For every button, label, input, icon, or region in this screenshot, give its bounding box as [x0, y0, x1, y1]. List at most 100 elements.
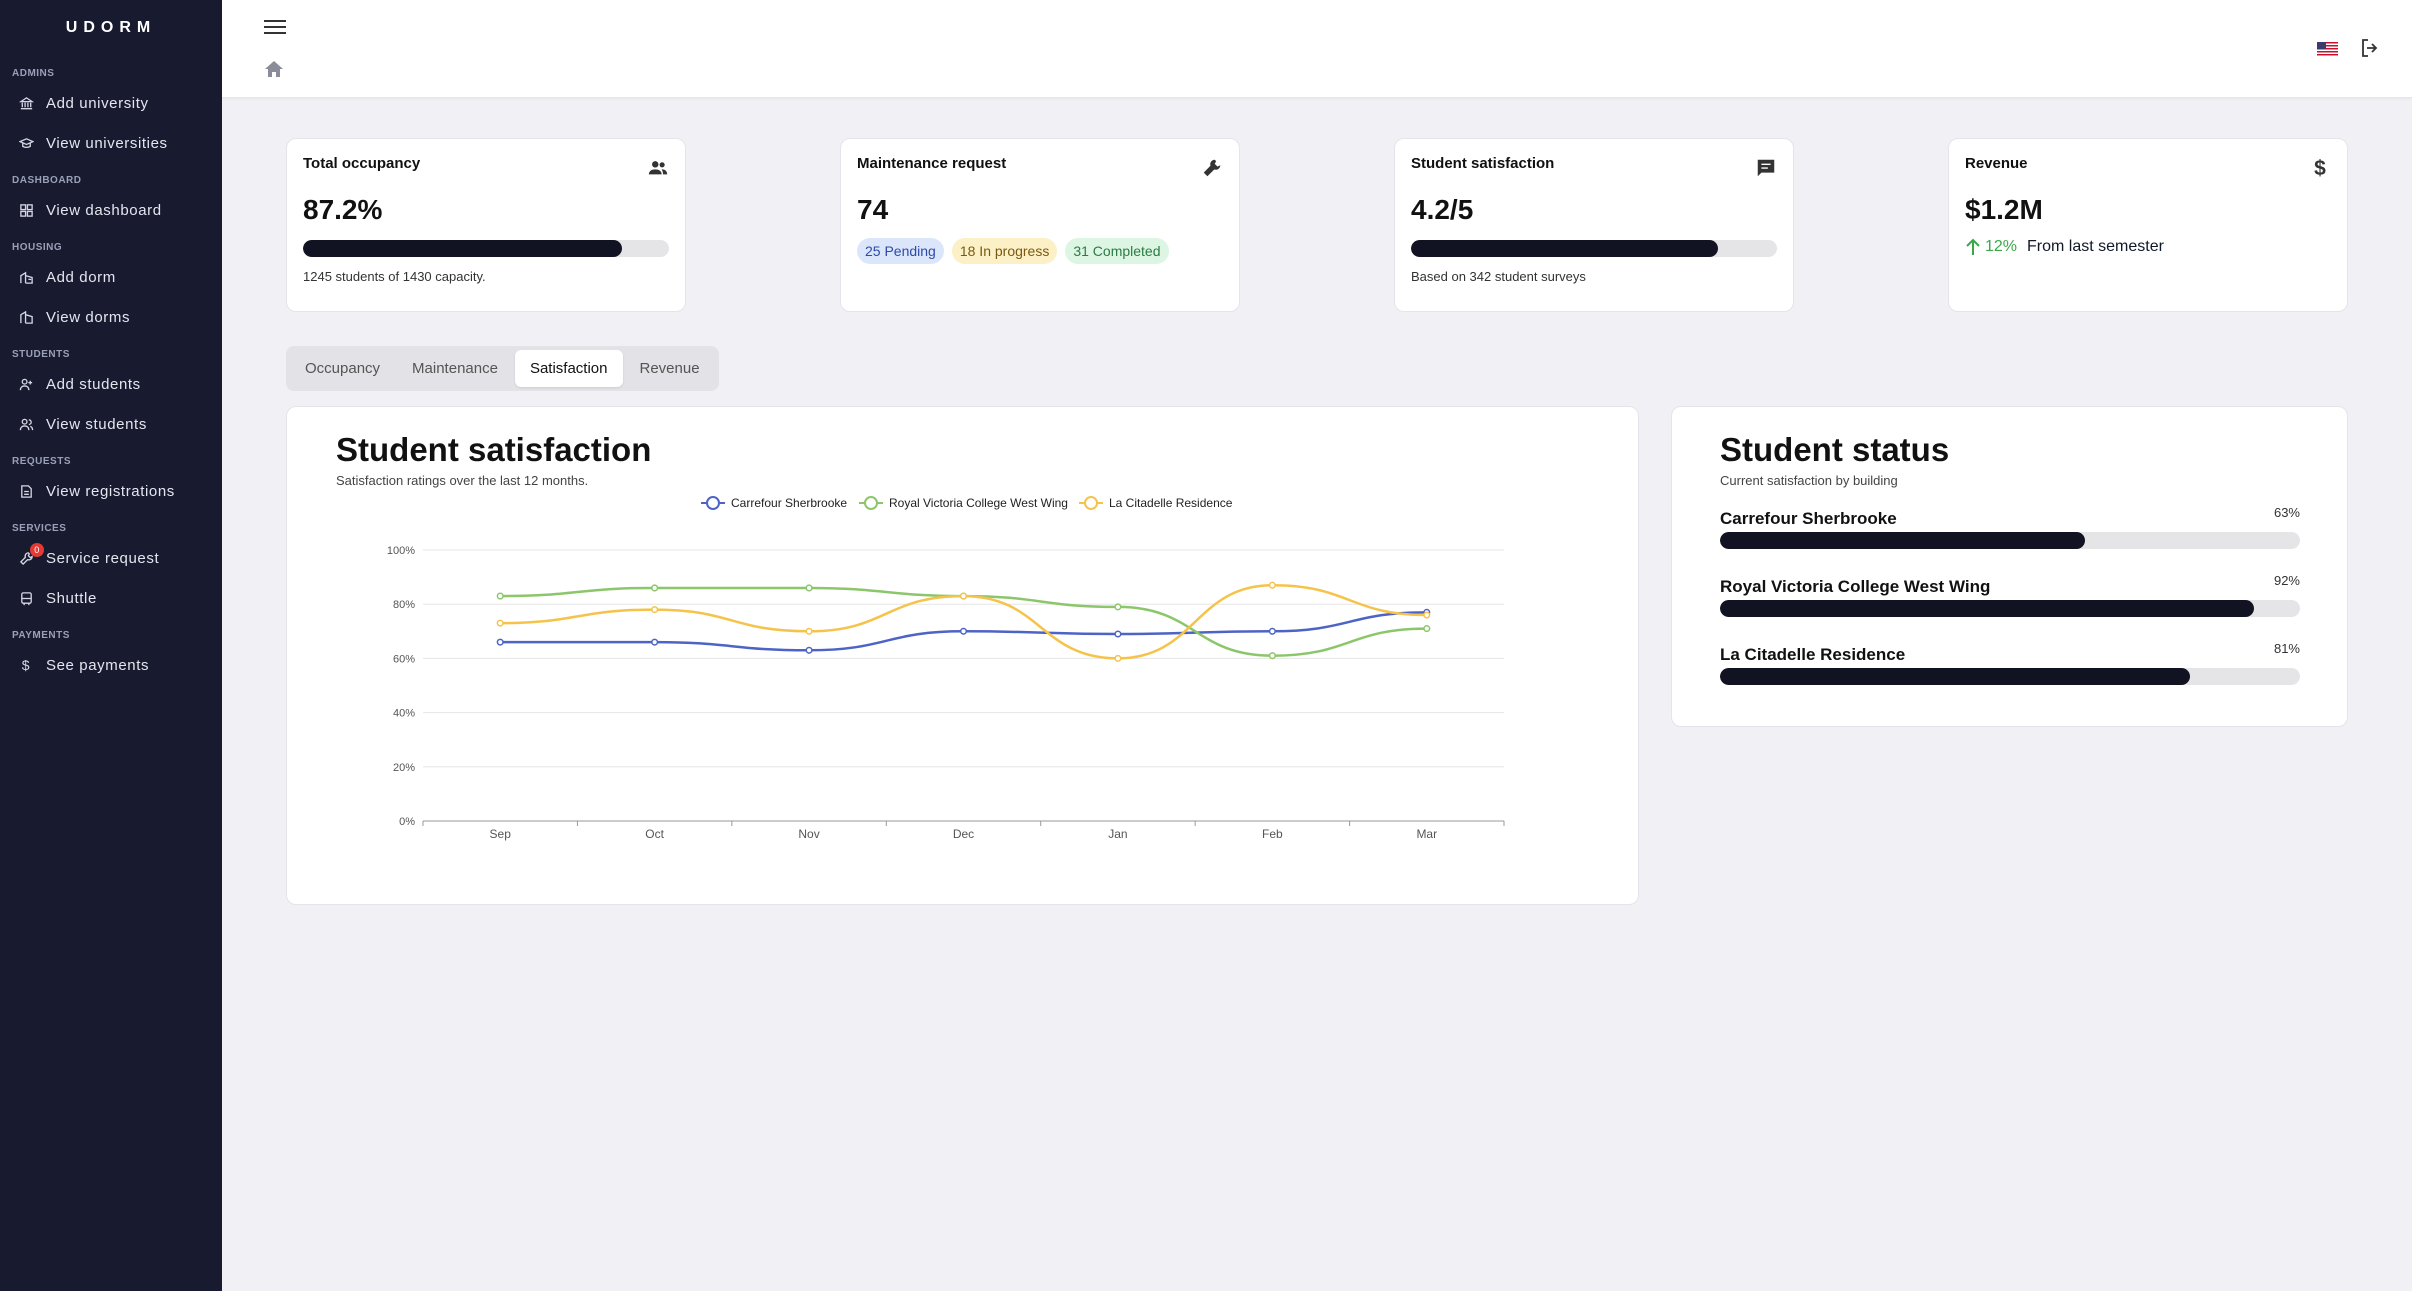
occupancy-value: 87.2% — [303, 194, 383, 225]
sidebar-item-view-dorms[interactable]: View dorms — [0, 297, 222, 337]
data-point — [1268, 627, 1276, 635]
satisfaction-progress-fill — [1411, 240, 1719, 257]
x-tick-label: Sep — [490, 827, 512, 841]
dollar-icon: $ — [2314, 157, 2326, 180]
document-icon — [18, 483, 34, 499]
legend-label: La Citadelle Residence — [1109, 496, 1233, 510]
x-tick-label: Dec — [953, 827, 974, 841]
us-flag-icon[interactable] — [2317, 42, 2338, 57]
building-name: Carrefour Sherbrooke — [1720, 509, 1897, 528]
sidebar-item-service-request[interactable]: 0 Service request — [0, 538, 222, 578]
notification-badge: 0 — [30, 543, 44, 557]
data-point — [959, 592, 968, 600]
home-icon[interactable] — [264, 60, 284, 78]
sidebar-item-see-payments[interactable]: $ See payments — [0, 645, 222, 685]
student-status-panel: Student status Current satisfaction by b… — [1671, 406, 2348, 727]
data-point — [496, 638, 504, 646]
satisfaction-chart-panel: Student satisfaction Satisfaction rating… — [286, 406, 1639, 905]
sidebar-item-add-dorm[interactable]: Add dorm — [0, 257, 222, 297]
revenue-value: $1.2M — [1965, 194, 2043, 225]
tab-satisfaction[interactable]: Satisfaction — [514, 350, 623, 387]
nav-heading: REQUESTS — [12, 456, 72, 467]
dollar-icon: $ — [21, 657, 31, 673]
nav-heading: STUDENTS — [12, 349, 70, 360]
sidebar-item-add-students[interactable]: Add students — [0, 364, 222, 404]
menu-icon[interactable] — [264, 20, 286, 38]
chart-panel-subtitle: Satisfaction ratings over the last 12 mo… — [336, 473, 589, 488]
nav-section-payments: PAYMENTS $ See payments — [0, 624, 222, 685]
completed-badge: 31 Completed — [1065, 238, 1169, 264]
data-point — [651, 584, 659, 592]
y-tick-label: 100% — [387, 545, 415, 557]
status-bar-fill — [1720, 668, 2190, 685]
tab-occupancy[interactable]: Occupancy — [305, 360, 381, 377]
card-title: Revenue — [1965, 155, 2028, 172]
building-icon — [18, 309, 34, 325]
occupancy-progress — [303, 240, 669, 257]
graduation-cap-icon — [18, 135, 34, 151]
building-percent: 92% — [2273, 573, 2300, 588]
card-title: Maintenance request — [857, 155, 1007, 172]
status-row: Royal Victoria College West Wing 92% — [1720, 573, 2300, 617]
revenue-trend: 12% From last semester — [1965, 238, 2331, 256]
status-bar — [1720, 600, 2300, 617]
satisfaction-note: Based on 342 student surveys — [1411, 269, 1586, 284]
legend-swatch-marker — [864, 496, 878, 510]
nav-section-students: STUDENTS Add students View students — [0, 343, 222, 444]
occupancy-progress-fill — [303, 240, 623, 257]
satisfaction-card: Student satisfaction 4.2/5 Based on 342 … — [1394, 138, 1794, 312]
nav-section-admins: ADMINS Add university View universities — [0, 62, 222, 163]
status-bar-fill — [1720, 600, 2254, 617]
nav-section-housing: HOUSING Add dorm View dorms — [0, 236, 222, 337]
data-point — [1114, 654, 1122, 662]
status-panel-title: Student status — [1720, 431, 1950, 468]
satisfaction-value: 4.2/5 — [1411, 194, 1474, 225]
dashboard-tabs: Occupancy Maintenance Satisfaction Reven… — [286, 346, 719, 391]
y-tick-label: 0% — [399, 816, 415, 828]
maintenance-card: Maintenance request 74 25 Pending 18 In … — [840, 138, 1240, 312]
legend-label: Royal Victoria College West Wing — [889, 496, 1068, 510]
sidebar-item-add-university[interactable]: Add university — [0, 83, 222, 123]
data-point — [1423, 625, 1431, 633]
building-plus-icon — [18, 269, 34, 285]
sidebar-item-view-universities[interactable]: View universities — [0, 123, 222, 163]
data-point — [805, 646, 813, 654]
chart-panel-title: Student satisfaction — [336, 431, 652, 468]
sidebar-item-shuttle[interactable]: Shuttle — [0, 578, 222, 618]
data-point — [496, 592, 504, 600]
building-name: Royal Victoria College West Wing — [1720, 577, 1991, 596]
sidebar-item-view-dashboard[interactable]: View dashboard — [0, 190, 222, 230]
nav-section-services: SERVICES 0 Service request Shuttle — [0, 517, 222, 618]
tab-revenue[interactable]: Revenue — [639, 360, 700, 377]
data-point — [1423, 611, 1431, 619]
x-tick-label: Jan — [1108, 827, 1127, 841]
sidebar-item-label: See payments — [46, 656, 150, 674]
status-row: Carrefour Sherbrooke 63% — [1720, 505, 2300, 549]
sidebar-item-label: View dashboard — [46, 201, 162, 219]
x-tick-label: Nov — [798, 827, 819, 841]
card-title: Total occupancy — [303, 155, 421, 172]
legend-swatch-marker — [706, 496, 720, 510]
x-tick-label: Oct — [645, 827, 664, 841]
nav-heading: PAYMENTS — [12, 630, 70, 641]
data-point — [651, 606, 659, 614]
maintenance-value: 74 — [857, 194, 889, 225]
occupancy-card: Total occupancy 87.2% 1245 students of 1… — [286, 138, 686, 312]
data-point — [651, 638, 659, 646]
sidebar: UDORM ADMINS Add university View univers… — [0, 0, 222, 1291]
y-tick-label: 40% — [393, 708, 415, 720]
status-bar — [1720, 532, 2300, 549]
sidebar-item-view-registrations[interactable]: View registrations — [0, 471, 222, 511]
sidebar-item-label: View students — [46, 415, 147, 433]
sidebar-item-label: Service request — [46, 549, 160, 567]
x-tick-label: Mar — [1416, 827, 1437, 841]
sidebar-item-label: Add dorm — [46, 268, 116, 286]
in-progress-badge: 18 In progress — [951, 238, 1058, 264]
tab-maintenance[interactable]: Maintenance — [412, 360, 498, 377]
top-bar — [222, 0, 2412, 98]
logout-icon[interactable] — [2358, 36, 2382, 60]
data-point — [805, 627, 813, 635]
sidebar-item-view-students[interactable]: View students — [0, 404, 222, 444]
building-percent: 63% — [2273, 505, 2300, 520]
wrench-icon — [18, 550, 34, 566]
